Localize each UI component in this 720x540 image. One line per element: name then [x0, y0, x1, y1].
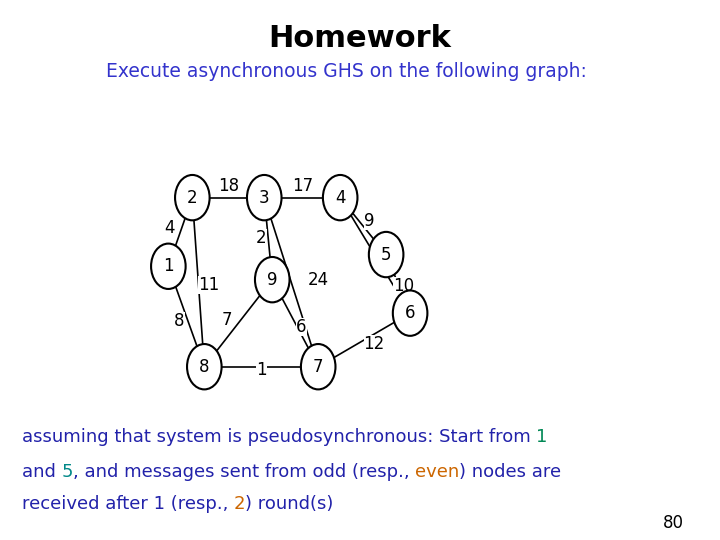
- Text: 9: 9: [267, 271, 277, 289]
- Text: 18: 18: [217, 177, 239, 195]
- Text: 14: 14: [374, 241, 395, 260]
- Text: 2: 2: [234, 495, 246, 513]
- Ellipse shape: [369, 232, 403, 277]
- Text: Homework: Homework: [269, 24, 451, 53]
- Text: 17: 17: [292, 177, 312, 195]
- Text: 7: 7: [313, 357, 323, 376]
- Text: 24: 24: [307, 271, 329, 289]
- Text: 8: 8: [199, 357, 210, 376]
- Ellipse shape: [151, 244, 186, 289]
- Text: received after 1 (resp.,: received after 1 (resp.,: [22, 495, 234, 513]
- Text: 5: 5: [381, 246, 392, 264]
- Text: 1: 1: [536, 428, 547, 445]
- Text: even: even: [415, 463, 459, 481]
- Ellipse shape: [323, 175, 357, 220]
- Text: 9: 9: [364, 212, 374, 230]
- Text: 4: 4: [335, 188, 346, 207]
- Text: ) nodes are: ) nodes are: [459, 463, 562, 481]
- Text: 7: 7: [222, 311, 233, 329]
- Ellipse shape: [255, 257, 289, 302]
- Text: 11: 11: [198, 276, 219, 294]
- Ellipse shape: [187, 344, 222, 389]
- Text: 8: 8: [174, 312, 185, 330]
- Text: 80: 80: [663, 514, 684, 532]
- Text: 4: 4: [164, 219, 175, 237]
- Ellipse shape: [393, 291, 428, 336]
- Text: 2: 2: [187, 188, 198, 207]
- Text: 1: 1: [163, 257, 174, 275]
- Ellipse shape: [175, 175, 210, 220]
- Text: , and messages sent from odd (resp.,: , and messages sent from odd (resp.,: [73, 463, 415, 481]
- Text: 6: 6: [296, 318, 307, 335]
- Text: 12: 12: [364, 335, 384, 353]
- Ellipse shape: [301, 344, 336, 389]
- Ellipse shape: [247, 175, 282, 220]
- Text: Execute asynchronous GHS on the following graph:: Execute asynchronous GHS on the followin…: [107, 62, 587, 81]
- Text: and: and: [22, 463, 61, 481]
- Text: 10: 10: [393, 278, 414, 295]
- Text: ) round(s): ) round(s): [246, 495, 333, 513]
- Text: 6: 6: [405, 304, 415, 322]
- Text: assuming that system is pseudosynchronous: Start from: assuming that system is pseudosynchronou…: [22, 428, 536, 445]
- Text: 3: 3: [259, 188, 269, 207]
- Text: 2: 2: [256, 230, 267, 247]
- Text: 1: 1: [256, 361, 267, 379]
- Text: 5: 5: [61, 463, 73, 481]
